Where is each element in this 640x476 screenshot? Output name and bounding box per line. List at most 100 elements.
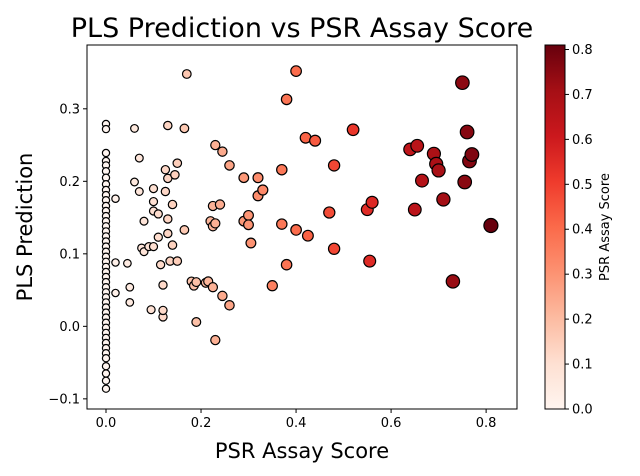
colorbar-tick-label: 0.2 — [572, 313, 593, 328]
data-point — [163, 214, 173, 224]
data-point — [276, 163, 288, 176]
data-point — [346, 123, 360, 137]
colorbar-label: PSR Assay Score — [598, 173, 613, 281]
colorbar-tick-label: 0.0 — [572, 403, 593, 418]
data-point — [327, 242, 341, 256]
data-point — [436, 192, 451, 207]
data-point — [266, 280, 278, 292]
data-point — [410, 138, 425, 153]
data-point — [172, 158, 183, 169]
x-tick-label: 0.4 — [286, 416, 307, 431]
data-point — [179, 225, 190, 235]
data-point — [407, 202, 422, 217]
data-point — [363, 254, 377, 268]
data-point — [101, 148, 111, 158]
data-point — [290, 65, 302, 77]
data-point — [160, 164, 171, 175]
plot-frame — [86, 44, 518, 410]
x-tick-label: 0.6 — [381, 416, 402, 431]
colorbar — [544, 44, 566, 410]
data-point — [415, 173, 429, 188]
data-point — [445, 274, 461, 289]
data-point — [431, 163, 446, 178]
data-point — [148, 196, 159, 207]
data-point — [172, 256, 183, 266]
data-point — [483, 217, 499, 234]
data-point — [101, 384, 111, 393]
data-point — [155, 260, 166, 270]
colorbar-tick-label: 0.7 — [572, 88, 593, 103]
data-point — [130, 177, 139, 187]
data-point — [167, 240, 178, 250]
data-point — [111, 194, 120, 203]
data-point — [125, 282, 135, 292]
data-point — [457, 174, 473, 190]
data-point — [301, 229, 314, 242]
data-point — [280, 258, 293, 271]
data-point — [245, 237, 257, 249]
data-point — [455, 75, 470, 91]
data-point — [130, 123, 139, 133]
x-axis-label: PSR Assay Score — [215, 439, 389, 463]
data-point — [101, 124, 111, 134]
data-point — [210, 334, 221, 346]
colorbar-tick-label: 0.4 — [572, 223, 593, 238]
data-point — [101, 369, 111, 378]
colorbar-tick-label: 0.5 — [572, 178, 593, 193]
data-point — [210, 139, 221, 151]
colorbar-tick-label: 0.8 — [572, 43, 593, 58]
data-point — [160, 186, 171, 197]
data-point — [276, 218, 288, 230]
data-point — [238, 172, 250, 184]
data-point — [224, 300, 235, 311]
y-tick-label: 0.2 — [59, 175, 80, 190]
data-point — [309, 134, 322, 147]
colorbar-tick-label: 0.3 — [572, 268, 593, 283]
data-point — [111, 288, 120, 298]
data-point — [191, 317, 202, 328]
data-point — [217, 290, 228, 302]
data-point — [158, 280, 168, 290]
y-tick-label: 0.3 — [59, 102, 80, 117]
data-point — [101, 376, 111, 385]
data-point — [148, 183, 159, 194]
data-point — [243, 209, 254, 221]
data-point — [290, 224, 302, 236]
y-axis-label: PLS Prediction — [13, 153, 37, 302]
x-axis: 0.0 0.2 0.4 0.6 0.8 — [96, 409, 497, 431]
chart-title: PLS Prediction vs PSR Assay Score — [71, 13, 533, 44]
data-point — [257, 184, 269, 196]
data-point — [464, 147, 480, 162]
data-point — [134, 187, 144, 196]
data-point — [146, 305, 156, 315]
data-point — [153, 209, 163, 219]
data-point — [125, 297, 135, 307]
data-point — [210, 218, 221, 229]
data-point — [191, 277, 202, 288]
data-point — [170, 169, 180, 180]
data-point — [101, 362, 111, 371]
data-point — [280, 93, 293, 106]
data-point — [365, 195, 379, 209]
colorbar-axis: 0.0 0.1 0.2 0.3 0.4 0.5 0.6 0.7 0.8 — [565, 43, 593, 418]
x-tick-label: 0.8 — [476, 416, 497, 431]
data-point — [179, 123, 190, 134]
data-point — [459, 124, 475, 140]
data-point — [224, 160, 235, 171]
data-point — [153, 232, 163, 242]
data-point — [158, 305, 168, 316]
data-point — [217, 146, 228, 157]
data-point — [148, 241, 159, 252]
data-point — [207, 282, 219, 293]
data-point — [243, 219, 254, 231]
x-tick-label: 0.2 — [191, 416, 212, 431]
data-point — [163, 228, 173, 239]
data-point — [323, 206, 336, 219]
data-point — [111, 258, 120, 267]
x-tick-label: 0.0 — [96, 416, 117, 431]
data-point — [163, 120, 173, 131]
colorbar-tick-label: 0.6 — [572, 133, 593, 148]
data-point — [123, 258, 132, 268]
data-point — [139, 216, 149, 226]
